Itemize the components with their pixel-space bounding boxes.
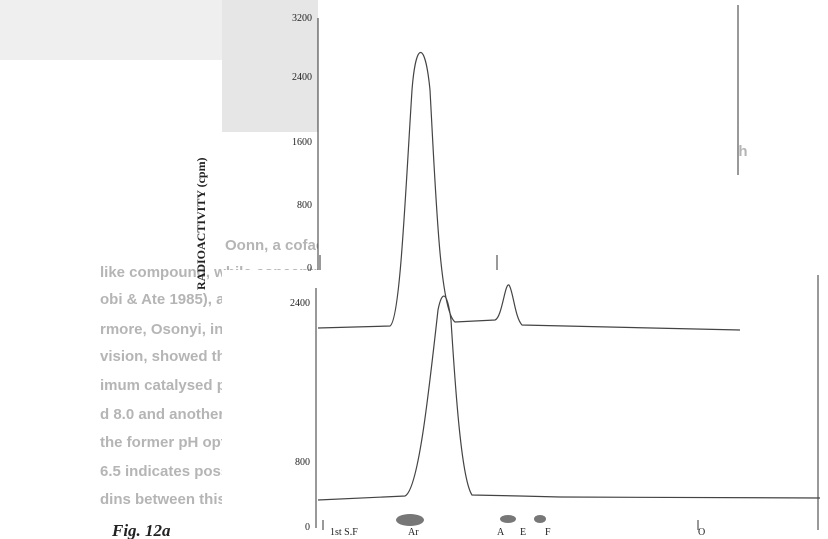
y-axis-label: RADIOACTIVITY (cpm) [194,157,208,290]
panel [318,0,738,270]
mask [222,0,318,132]
marker-label: Ar [408,527,419,538]
y-tick-label: 800 [297,200,312,211]
spot [534,515,546,523]
y-tick-label: 0 [305,522,310,533]
y-tick-label: 0 [307,263,312,274]
spot [500,515,516,523]
upper-trace [317,52,741,331]
spot [396,514,424,526]
y-tick-label: 800 [295,457,310,468]
marker-label: O [698,527,705,538]
caption: Fig. 12a [111,521,171,539]
y-tick-label: 3200 [292,13,312,24]
lower-trace [317,295,821,501]
marker-label: F [545,527,551,538]
mask [0,0,222,60]
marker-label: 1st S.F [330,527,358,538]
y-tick-label: 1600 [292,137,312,148]
panel [222,270,742,539]
y-tick-label: 2400 [292,72,312,83]
y-tick-label: 2400 [290,298,310,309]
marker-label: E [520,527,526,538]
marker-label: A [497,527,505,538]
